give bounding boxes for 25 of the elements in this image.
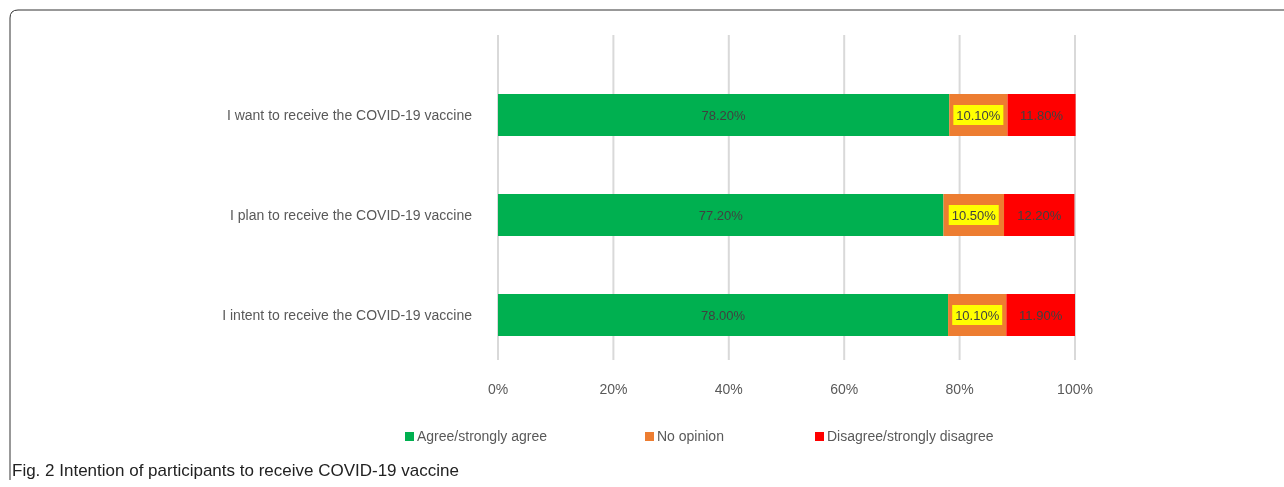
legend-label: Agree/strongly agree bbox=[417, 428, 548, 444]
data-label: 78.00% bbox=[700, 308, 746, 323]
bar bbox=[1006, 294, 1075, 336]
caption: Fig. 2 Intention of participants to receive COVID-19 vaccine bbox=[12, 461, 459, 480]
y-tick-label: I plan to receive the COVID-19 vaccine bbox=[229, 207, 473, 223]
data-label: 77.20% bbox=[698, 208, 744, 223]
bar bbox=[498, 94, 950, 136]
bar bbox=[498, 194, 944, 236]
legend-label: No opinion bbox=[657, 428, 724, 444]
data-label: 11.90% bbox=[1019, 308, 1063, 323]
bar bbox=[1007, 94, 1076, 136]
x-tick-label: 40% bbox=[714, 381, 743, 397]
bar bbox=[1004, 194, 1075, 236]
data-label: 78.20% bbox=[701, 108, 747, 123]
y-tick-label: I intent to receive the COVID-19 vaccine bbox=[222, 307, 473, 323]
x-tick-label: 100% bbox=[1057, 381, 1093, 397]
legend-label: Disagree/strongly disagree bbox=[827, 428, 994, 444]
data-label: 12.20% bbox=[1017, 208, 1062, 223]
x-tick-label: 60% bbox=[830, 381, 859, 397]
y-tick-label: I want to receive the COVID-19 vaccine bbox=[226, 107, 473, 123]
x-tick-label: 0% bbox=[487, 381, 509, 397]
data-label: 11.80% bbox=[1019, 108, 1064, 123]
bar bbox=[498, 294, 949, 336]
x-tick-label: 80% bbox=[945, 381, 974, 397]
x-tick-label: 20% bbox=[599, 381, 628, 397]
